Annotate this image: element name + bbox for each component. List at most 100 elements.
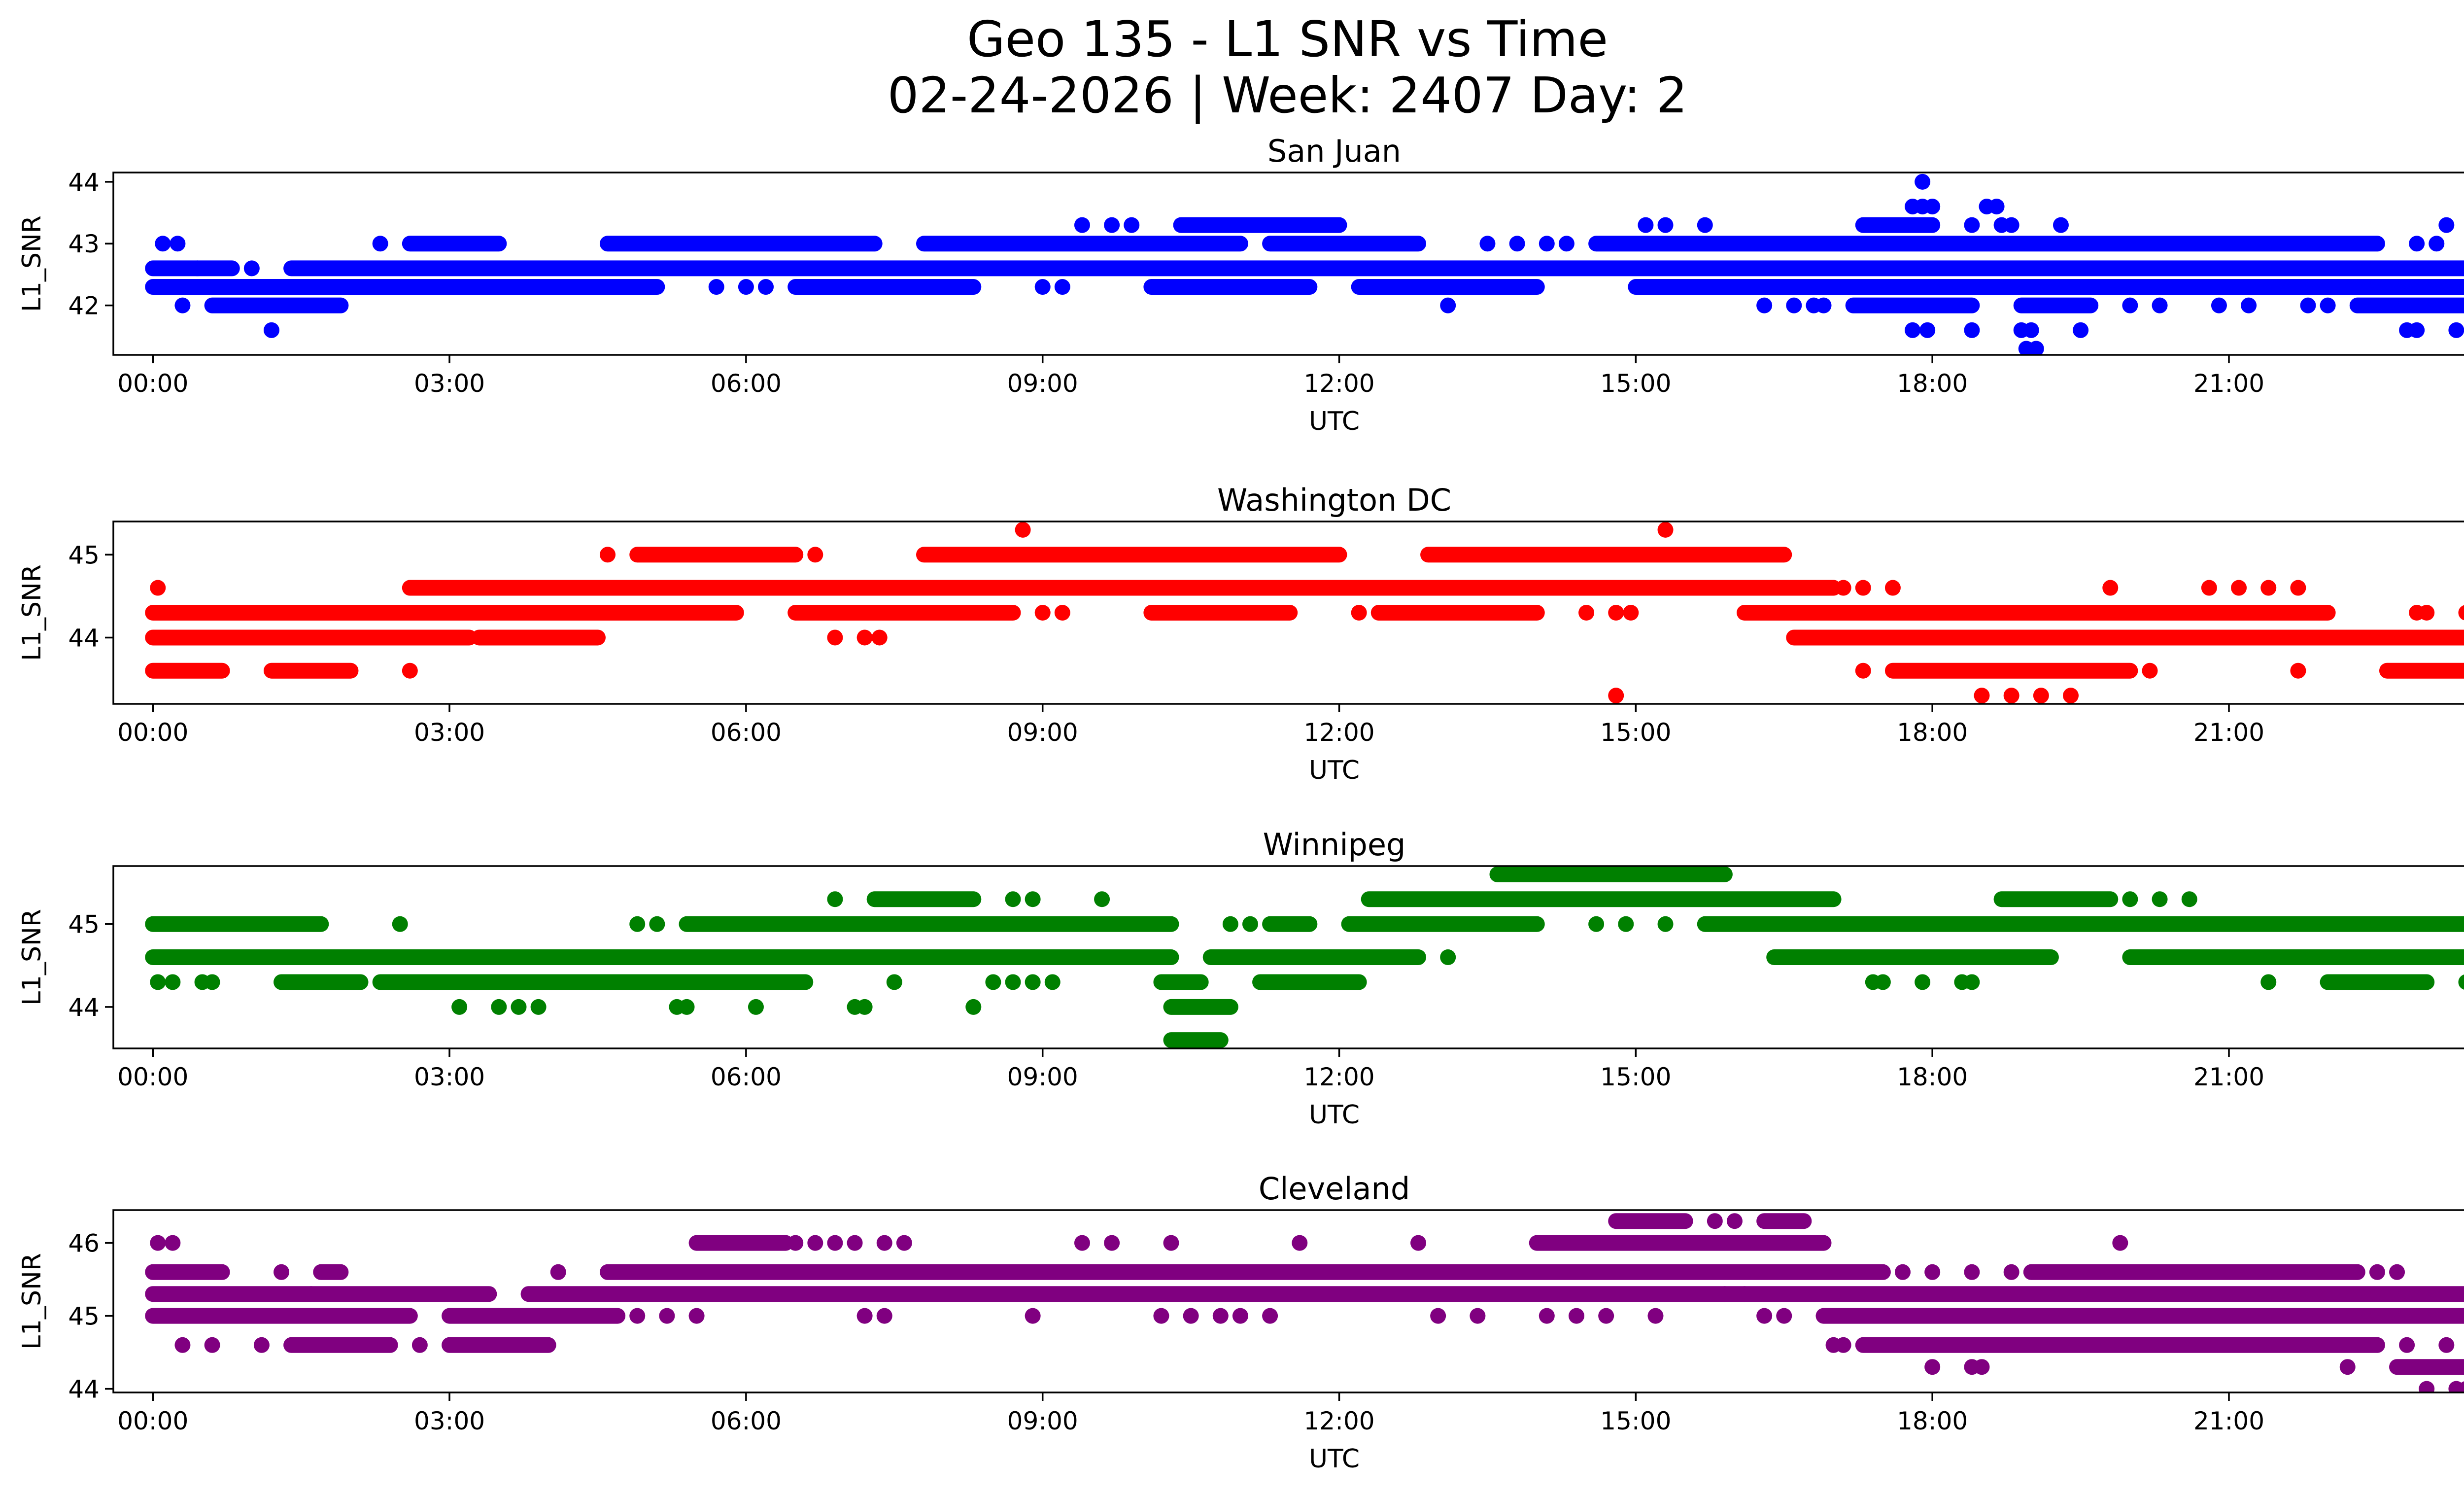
data-point <box>2142 662 2158 679</box>
data-point <box>2409 236 2425 252</box>
data-point <box>2458 1381 2464 1392</box>
data-point <box>2003 217 2019 233</box>
y-tick-label: 44 <box>68 1375 100 1404</box>
data-point <box>1222 916 1238 932</box>
data-point <box>1657 916 1674 932</box>
data-point <box>2438 1337 2455 1353</box>
data-point <box>530 999 547 1015</box>
data-point <box>165 974 181 990</box>
data-point <box>2053 217 2069 233</box>
y-tick-label: 45 <box>68 541 100 569</box>
data-point <box>2290 580 2306 596</box>
x-tick-label: 03:00 <box>414 1407 485 1435</box>
data-point <box>2122 297 2138 313</box>
x-axis-label: UTC <box>1309 1100 1360 1130</box>
data-point <box>1034 279 1051 295</box>
data-point <box>170 236 186 252</box>
data-point <box>2399 1337 2415 1353</box>
data-point <box>2458 605 2464 621</box>
data-point <box>1074 217 1090 233</box>
data-point <box>2290 662 2306 679</box>
data-point <box>896 1235 912 1251</box>
y-tick-label: 44 <box>68 993 100 1022</box>
data-point <box>827 891 843 907</box>
data-point <box>411 1337 428 1353</box>
data-point <box>1726 1213 1743 1229</box>
data-point <box>1212 1308 1229 1324</box>
data-point <box>1697 217 1713 233</box>
x-axis-label: UTC <box>1309 756 1360 785</box>
x-tick-label: 06:00 <box>711 718 782 747</box>
figure-title: Geo 135 - L1 SNR vs Time <box>967 10 1608 68</box>
data-point <box>155 236 171 252</box>
data-point <box>150 1235 166 1251</box>
data-point <box>876 1308 892 1324</box>
x-tick-label: 18:00 <box>1897 718 1968 747</box>
data-point <box>2300 297 2316 313</box>
data-point <box>165 1235 181 1251</box>
data-point <box>2260 580 2277 596</box>
data-point <box>1638 217 1654 233</box>
data-point <box>2231 580 2247 596</box>
data-point <box>1578 605 1595 621</box>
data-point <box>1440 949 1456 965</box>
data-point <box>1618 916 1634 932</box>
data-point <box>738 279 754 295</box>
data-point <box>150 974 166 990</box>
data-point <box>204 1337 220 1353</box>
data-point <box>1034 605 1051 621</box>
data-point <box>1924 198 1941 214</box>
x-tick-label: 18:00 <box>1897 1063 1968 1091</box>
data-point <box>2003 1264 2019 1280</box>
data-point <box>1025 1308 1041 1324</box>
data-point <box>659 1308 675 1324</box>
x-tick-label: 06:00 <box>711 1407 782 1435</box>
data-point <box>2320 297 2336 313</box>
data-point <box>827 1235 843 1251</box>
data-point <box>1539 1308 1555 1324</box>
x-tick-label: 00:00 <box>117 1407 188 1435</box>
data-point <box>1905 322 1921 338</box>
data-point <box>1183 1308 1199 1324</box>
data-point <box>1835 1337 1851 1353</box>
data-series <box>145 522 2464 704</box>
data-point <box>2033 688 2049 704</box>
x-tick-label: 06:00 <box>711 1063 782 1091</box>
data-point <box>1054 605 1070 621</box>
data-point <box>1894 1264 1911 1280</box>
data-point <box>1479 236 1496 252</box>
data-point <box>1924 1359 1941 1375</box>
y-tick-label: 45 <box>68 910 100 939</box>
data-point <box>856 1308 873 1324</box>
y-tick-label: 42 <box>68 292 100 320</box>
data-point <box>511 999 527 1015</box>
subplot-title: Winnipeg <box>1263 827 1406 863</box>
y-tick-label: 46 <box>68 1229 100 1258</box>
data-point <box>1756 297 1773 313</box>
data-point <box>1964 322 1980 338</box>
x-tick-label: 15:00 <box>1600 369 1671 398</box>
x-tick-label: 03:00 <box>414 1063 485 1091</box>
data-point <box>1124 217 1140 233</box>
x-tick-label: 00:00 <box>117 718 188 747</box>
y-tick-label: 44 <box>68 624 100 652</box>
data-point <box>1232 1308 1248 1324</box>
x-tick-label: 18:00 <box>1897 1407 1968 1435</box>
data-point <box>2339 1359 2356 1375</box>
axes-frame <box>112 172 2464 356</box>
data-point <box>871 629 888 646</box>
data-point <box>189 260 205 277</box>
data-point <box>2389 1264 2405 1280</box>
data-point <box>1919 322 1936 338</box>
data-point <box>2438 217 2455 233</box>
data-point <box>1470 1308 1486 1324</box>
data-point <box>2260 974 2277 990</box>
data-point <box>1716 1286 1733 1302</box>
x-tick-label: 15:00 <box>1600 718 1671 747</box>
data-point <box>649 916 665 932</box>
data-point <box>174 1337 191 1353</box>
data-point <box>1025 974 1041 990</box>
data-point <box>1657 522 1674 538</box>
data-point <box>1430 1308 1446 1324</box>
